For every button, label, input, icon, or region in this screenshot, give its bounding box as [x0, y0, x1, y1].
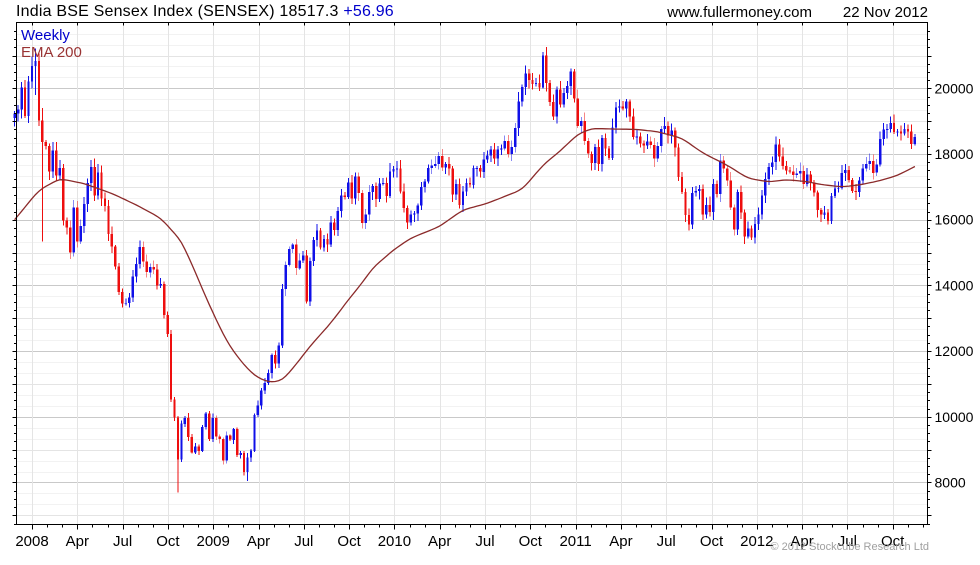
svg-text:Apr: Apr — [428, 533, 451, 550]
x-axis-labels: 2008 Apr Jul Oct 2009 Apr Jul Oct 2010 Apr Jul Oct 2… — [15, 533, 905, 550]
svg-text:10000: 10000 — [935, 409, 974, 425]
svg-text:Jul: Jul — [657, 533, 676, 550]
svg-text:Oct: Oct — [519, 533, 543, 550]
svg-text:Apr: Apr — [609, 533, 632, 550]
legend-ema-label: EMA 200 — [21, 44, 82, 61]
svg-text:18000: 18000 — [935, 146, 974, 162]
date-text: 22 Nov 2012 — [842, 4, 928, 21]
svg-text:16000: 16000 — [935, 212, 974, 228]
svg-text:Oct: Oct — [337, 533, 361, 550]
svg-text:2008: 2008 — [15, 533, 48, 550]
svg-text:Oct: Oct — [881, 533, 905, 550]
y-axis-labels: 8000 10000 12000 14000 16000 18000 20000 — [935, 80, 974, 490]
svg-text:Jul: Jul — [113, 533, 132, 550]
svg-text:12000: 12000 — [935, 343, 974, 359]
chart-title-text: India BSE Sensex Index (SENSEX) 18517.3 — [16, 3, 339, 20]
ema-line — [14, 127, 916, 383]
plot-border — [16, 22, 928, 525]
website-text: www.fullermoney.com — [667, 4, 812, 21]
svg-text:Apr: Apr — [790, 533, 813, 550]
svg-text:20000: 20000 — [935, 80, 974, 96]
copyright-text: © 2012 Stockcube Research Ltd — [770, 541, 929, 553]
svg-text:2010: 2010 — [378, 533, 411, 550]
svg-text:2011: 2011 — [559, 533, 591, 550]
svg-text:2012: 2012 — [740, 533, 773, 550]
svg-text:2009: 2009 — [197, 533, 230, 550]
svg-text:Jul: Jul — [475, 533, 494, 550]
svg-text:14000: 14000 — [935, 277, 974, 293]
candlesticks — [13, 47, 917, 493]
chart-title: India BSE Sensex Index (SENSEX) 18517.3 … — [16, 3, 394, 21]
svg-text:Oct: Oct — [700, 533, 724, 550]
svg-text:Jul: Jul — [838, 533, 857, 550]
svg-text:8000: 8000 — [935, 475, 966, 491]
svg-text:Oct: Oct — [156, 533, 180, 550]
vertical-gridlines — [32, 22, 894, 525]
axis-ticks — [12, 22, 932, 530]
svg-text:Jul: Jul — [294, 533, 313, 550]
chart-change-value: +56.96 — [343, 3, 394, 20]
svg-text:Apr: Apr — [247, 533, 270, 550]
legend-timeframe-label: Weekly — [21, 27, 70, 44]
svg-text:Apr: Apr — [66, 533, 89, 550]
gridlines-labeled — [16, 88, 928, 483]
